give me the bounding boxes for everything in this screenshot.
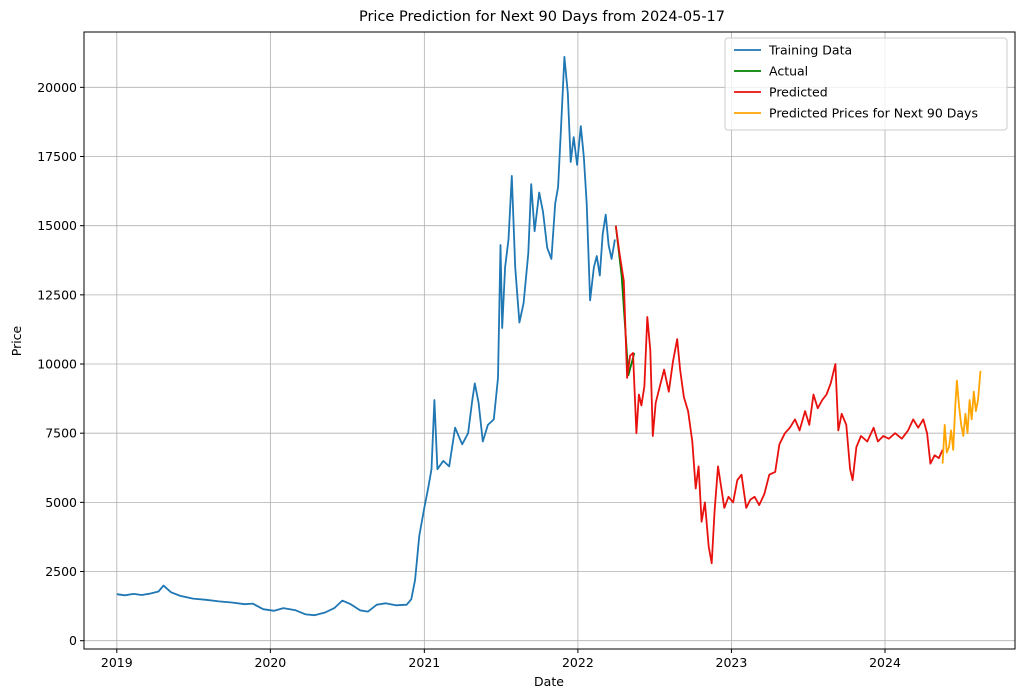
y-tick-label: 0 — [69, 633, 77, 648]
grid-lines — [84, 32, 1015, 649]
series-line-2 — [614, 225, 944, 565]
y-tick-label: 15000 — [37, 218, 77, 233]
y-tick-label: 2500 — [45, 564, 77, 579]
legend-box — [724, 37, 1008, 131]
x-tick-label: 2020 — [254, 655, 286, 670]
x-tick-label: 2022 — [562, 655, 594, 670]
series-line-0 — [116, 56, 616, 617]
y-tick-label: 5000 — [45, 495, 77, 510]
series-line-3 — [941, 370, 982, 464]
legend-entry-label: Training Data — [768, 43, 852, 58]
chart-title: Price Prediction for Next 90 Days from 2… — [359, 9, 725, 25]
x-tick-label: 2019 — [101, 655, 133, 670]
y-tick-label: 7500 — [45, 426, 77, 441]
x-tick-label: 2021 — [408, 655, 440, 670]
y-tick-label: 17500 — [37, 149, 77, 164]
legend-entry-label: Predicted — [769, 85, 828, 100]
x-axis-label: Date — [534, 674, 564, 689]
y-tick-label: 20000 — [37, 80, 77, 95]
legend-entry-label: Actual — [769, 64, 808, 79]
y-tick-label: 12500 — [37, 287, 77, 302]
x-axis-ticks: 2019 2020 2021 2022 2023 2024 — [101, 649, 901, 670]
y-axis-ticks: 0 2500 5000 7500 10000 12500 15000 17500 20000 — [37, 80, 84, 648]
series-lines — [116, 56, 982, 617]
y-axis-label: Price — [9, 325, 24, 356]
legend: Training Data Actual Predicted Predicted Pr… — [724, 37, 1008, 131]
x-tick-label: 2023 — [716, 655, 748, 670]
legend-entry-label: Predicted Prices for Next 90 Days — [769, 106, 978, 121]
plot-area-frame — [83, 31, 1016, 650]
x-tick-label: 2024 — [869, 655, 901, 670]
y-tick-label: 10000 — [37, 357, 77, 372]
